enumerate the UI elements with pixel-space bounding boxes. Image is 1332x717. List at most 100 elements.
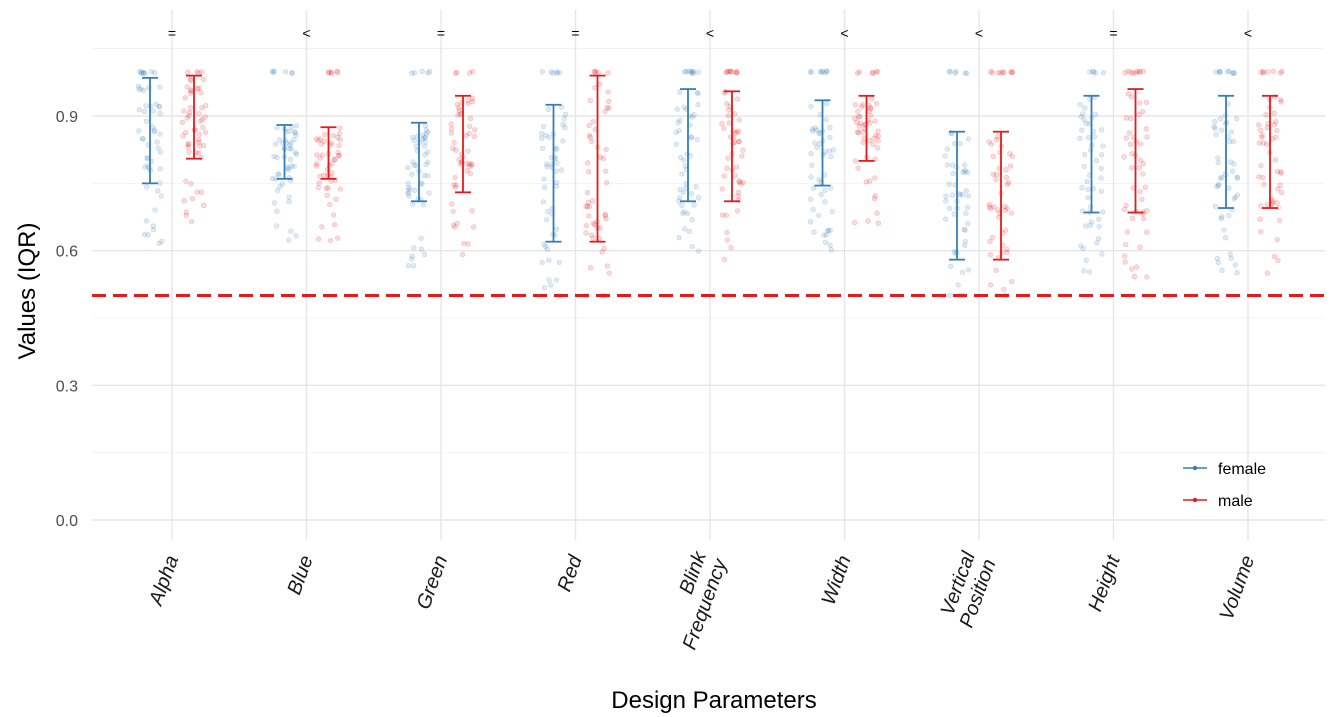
data-point (1080, 111, 1086, 117)
data-point (198, 189, 205, 195)
data-point (194, 189, 200, 195)
data-point (725, 68, 731, 74)
data-point (405, 262, 412, 269)
data-point (1077, 101, 1083, 108)
data-point (602, 211, 608, 218)
data-point (603, 216, 609, 222)
data-point (724, 229, 730, 236)
data-point (539, 259, 545, 265)
data-point (286, 237, 292, 243)
data-point (466, 70, 473, 76)
data-point (681, 157, 687, 163)
data-point (138, 86, 144, 92)
data-point (422, 134, 428, 141)
data-point (419, 68, 425, 75)
data-point (331, 157, 337, 163)
data-point (807, 196, 814, 202)
y-tick-label: 0.9 (56, 109, 78, 126)
data-point (808, 174, 814, 180)
data-point (451, 139, 457, 146)
data-point (1257, 216, 1263, 222)
data-point (988, 68, 994, 75)
data-point (540, 123, 547, 130)
data-point (587, 134, 594, 140)
data-point (556, 259, 563, 266)
data-point (333, 196, 339, 203)
data-point (1100, 70, 1107, 76)
error-bar-male (724, 90, 740, 203)
data-point (553, 226, 560, 232)
data-point (734, 208, 741, 214)
data-point (1219, 214, 1225, 220)
data-point (589, 198, 596, 204)
data-point (818, 69, 824, 75)
data-point (588, 232, 595, 238)
data-point (724, 100, 730, 107)
data-point (819, 68, 826, 75)
data-point (605, 89, 611, 95)
data-point (1211, 124, 1217, 130)
data-point (826, 148, 833, 154)
data-point (553, 277, 560, 283)
data-point (181, 108, 187, 114)
data-point (183, 178, 189, 184)
data-point (1139, 108, 1146, 115)
data-point (409, 253, 415, 259)
data-point (1263, 141, 1270, 147)
data-point (334, 69, 341, 76)
significance-label: < (706, 25, 714, 41)
data-point (855, 129, 861, 136)
x-tick-label-line: Green (413, 553, 453, 613)
data-point (465, 100, 471, 107)
data-point (603, 146, 609, 153)
data-point (1124, 229, 1131, 235)
data-point (200, 142, 207, 149)
data-point (681, 226, 688, 232)
data-point (1133, 264, 1140, 270)
data-point (186, 149, 192, 155)
data-point (321, 172, 327, 178)
data-point (293, 233, 299, 239)
data-point (586, 213, 592, 219)
data-point (829, 208, 835, 215)
data-point (824, 68, 830, 74)
data-point (814, 144, 820, 151)
data-point (544, 246, 550, 252)
data-point (289, 70, 295, 76)
data-point (156, 240, 162, 247)
data-point (822, 70, 829, 76)
data-point (196, 139, 202, 145)
data-point (554, 160, 560, 166)
data-point (141, 231, 148, 238)
data-point (151, 129, 158, 135)
data-point (822, 239, 829, 246)
data-point (1275, 186, 1281, 192)
data-point (873, 69, 879, 75)
data-point (1128, 115, 1134, 122)
data-point (1270, 68, 1277, 74)
data-point (590, 118, 596, 125)
data-point (327, 201, 333, 208)
data-point (184, 84, 190, 90)
data-point (448, 130, 454, 136)
significance-label: < (302, 25, 310, 41)
data-point (587, 97, 594, 104)
data-point (816, 177, 822, 183)
data-point (188, 218, 195, 225)
data-point (729, 68, 735, 75)
data-point (1098, 151, 1105, 158)
data-point (422, 122, 429, 129)
data-point (1081, 163, 1088, 170)
data-point (453, 184, 459, 191)
y-tick-label: 0.0 (56, 513, 78, 530)
data-point (1090, 69, 1097, 75)
data-point (1228, 255, 1234, 261)
data-point (183, 212, 189, 219)
data-point (472, 127, 478, 133)
data-point (856, 113, 863, 120)
data-point (1222, 235, 1229, 241)
data-point (539, 135, 545, 141)
data-point (1263, 111, 1269, 118)
legend-key-female-dot (1192, 465, 1198, 471)
data-point (1229, 70, 1236, 76)
